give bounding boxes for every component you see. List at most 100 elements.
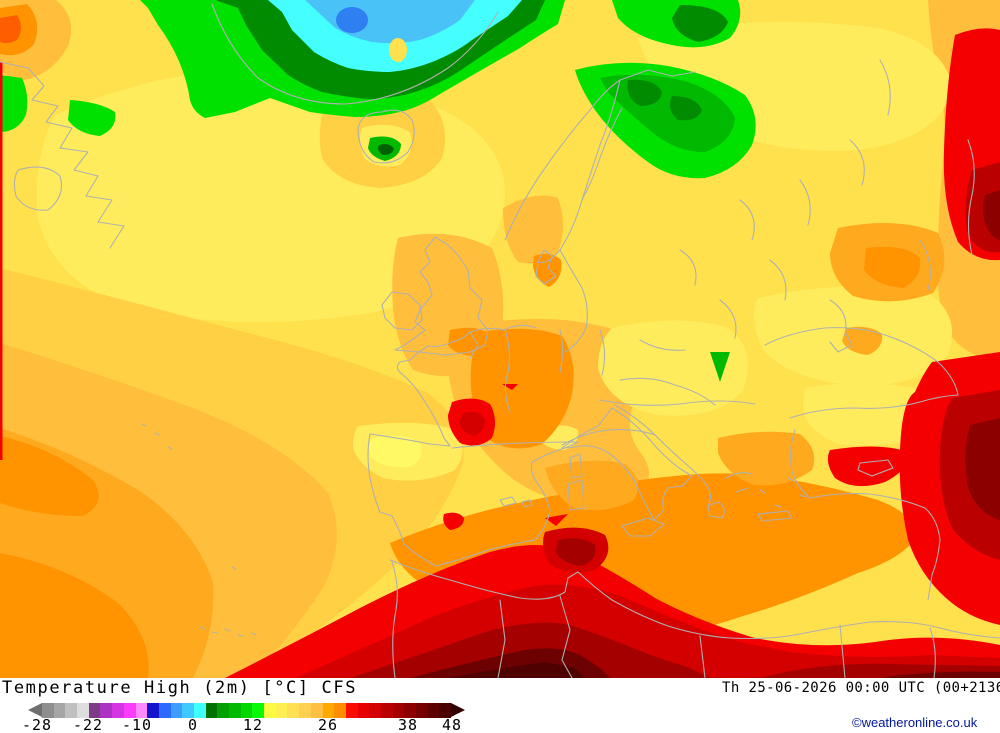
legend-color-segment <box>170 703 183 718</box>
legend-color-segment <box>135 703 148 718</box>
legend-tick-label: -10 <box>121 716 153 733</box>
crimea-warm-spot <box>842 326 883 355</box>
portugal-coast <box>367 433 437 567</box>
greenland-coast-warm-spot <box>389 38 407 62</box>
country-borders <box>391 59 936 678</box>
turkey-south-coast <box>809 492 941 601</box>
legend-color-segment <box>42 703 54 718</box>
arctic-green-core <box>672 5 728 42</box>
copyright-link[interactable]: ©weatheronline.co.uk <box>852 715 978 730</box>
legend-color-segment <box>217 703 229 718</box>
iceland-coast <box>357 109 415 164</box>
legend-color-segment <box>345 703 358 718</box>
romania-pale <box>598 320 748 416</box>
legend-colorbar-segments <box>42 703 452 718</box>
north-sea-coast <box>469 324 537 333</box>
legend-color-segment <box>240 703 253 718</box>
legend-color-segment <box>158 703 171 718</box>
azores-islands <box>141 423 173 450</box>
legend-color-segment <box>100 703 113 718</box>
peloponnese-coast <box>707 501 725 519</box>
legend-color-segment <box>252 703 265 718</box>
legend-color-segment <box>112 703 124 718</box>
legend-tick-label: 12 <box>242 716 264 733</box>
sardinia-red-sliver <box>545 514 568 526</box>
left-edge-hot-wedge <box>0 436 99 516</box>
aegean-patch <box>718 431 815 486</box>
legend-color-segment <box>205 703 218 718</box>
legend-color-segment <box>182 703 194 718</box>
legend-color-segment <box>275 703 288 718</box>
tunisia-dark-core <box>556 538 596 566</box>
se-england-hot <box>448 327 490 356</box>
crimea-coast <box>829 331 853 353</box>
cold-green-regions <box>0 0 756 382</box>
map-title: Temperature High (2m) [°C] CFS <box>2 678 358 698</box>
corsica-coast <box>569 453 583 479</box>
legend-color-segment <box>287 703 300 718</box>
italy-coast <box>561 407 693 521</box>
sw-france-hot-core <box>459 411 486 436</box>
france-germany-hot <box>470 328 574 449</box>
tyrrhenian-patch <box>545 460 638 511</box>
legend-color-segment <box>416 703 428 718</box>
legend-color-segment <box>404 703 416 718</box>
africa-north-coast <box>389 559 1000 640</box>
black-sea-north-coast <box>764 327 959 396</box>
temperature-map-svg <box>0 0 1000 678</box>
aegean-islands <box>725 472 807 508</box>
labrador-green-1 <box>0 75 28 132</box>
lapland-dark-spot-1 <box>627 79 662 106</box>
sicily-coast <box>621 517 665 537</box>
legend-color-segment <box>77 703 89 718</box>
legend-color-segment <box>439 703 452 718</box>
ireland-coast <box>381 291 423 331</box>
nw-iberia-bright-core <box>368 435 422 468</box>
black-sea-south-coast <box>789 394 959 419</box>
legend-color-segment <box>65 703 78 718</box>
africa-darkest-core <box>450 662 585 678</box>
top-left-hot-dot <box>0 15 21 44</box>
legend-tick-label: -22 <box>72 716 104 733</box>
legend-tick-label: 48 <box>441 716 463 733</box>
greenland-blue-spot <box>336 7 368 33</box>
footer-bar: Temperature High (2m) [°C] CFS Th 25-06-… <box>0 678 1000 733</box>
legend-color-segment <box>392 703 405 718</box>
legend-tick-label: -28 <box>21 716 53 733</box>
labrador-coast <box>0 61 125 249</box>
coastlines <box>0 3 1000 640</box>
balearic-islands <box>499 496 533 508</box>
se-spain-red-spot <box>443 512 464 530</box>
legend-color-segment <box>357 703 370 718</box>
lapland-dark-spot-2 <box>670 96 702 121</box>
finnmark-coast <box>619 69 696 81</box>
africa-maroon-se <box>880 671 1000 678</box>
crete-coast <box>757 510 793 522</box>
legend-color-segment <box>123 703 136 718</box>
iberia-north-coast <box>369 433 451 447</box>
legend-right-arrow <box>451 703 465 717</box>
map-area <box>0 0 1000 678</box>
canary-islands <box>199 626 257 637</box>
norway-west-coast <box>504 79 621 241</box>
spain-south-coast <box>435 539 536 567</box>
legend-color-segment <box>310 703 323 718</box>
legend-color-segment <box>53 703 66 718</box>
legend-color-segment <box>427 703 440 718</box>
legend-color-segment <box>264 703 276 718</box>
labrador-green-2 <box>68 100 116 136</box>
madeira-island <box>231 566 237 570</box>
legend-color-segment <box>193 703 206 718</box>
sardinia-coast <box>567 479 585 511</box>
adriatic-balkan-coast <box>614 404 712 507</box>
red-hot-regions <box>225 28 1000 678</box>
pyrenees-border <box>451 441 579 449</box>
left-edge-red-line <box>0 62 3 460</box>
sw-corner-hot <box>0 553 149 678</box>
legend-color-segment <box>229 703 241 718</box>
baltic-coast <box>559 249 588 353</box>
legend-color-segment <box>299 703 311 718</box>
finland-coast <box>581 107 623 201</box>
legend-color-segment <box>334 703 346 718</box>
